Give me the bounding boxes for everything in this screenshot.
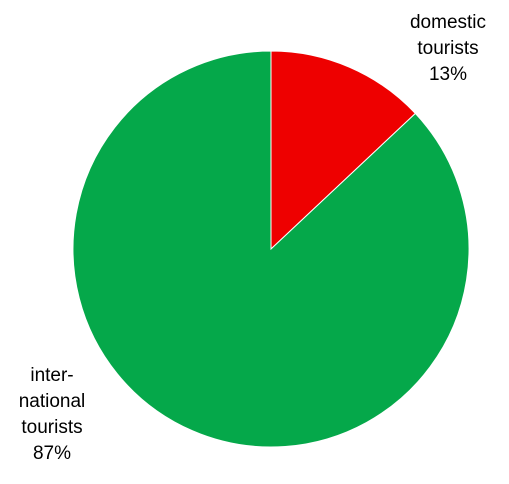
pie-slices (72, 50, 470, 448)
slice-name-line: tourists (417, 38, 478, 59)
slice-name-line: tourists (21, 417, 82, 438)
pie-slice-domestic (270, 50, 417, 251)
slice-label-domestic: domestic tourists 13% (410, 12, 486, 85)
slice-percent-label: 87% (33, 443, 71, 464)
pie-slice-international (72, 50, 470, 448)
slice-name-line: inter- (30, 365, 73, 386)
slice-percent-label: 13% (429, 64, 467, 85)
slice-label-international: inter-national tourists 87% (19, 365, 86, 464)
slice-name-line: domestic (410, 12, 486, 33)
pie-labels: domestic tourists 13% inter-national tourist… (19, 12, 486, 464)
slice-name-line: national (19, 391, 86, 412)
